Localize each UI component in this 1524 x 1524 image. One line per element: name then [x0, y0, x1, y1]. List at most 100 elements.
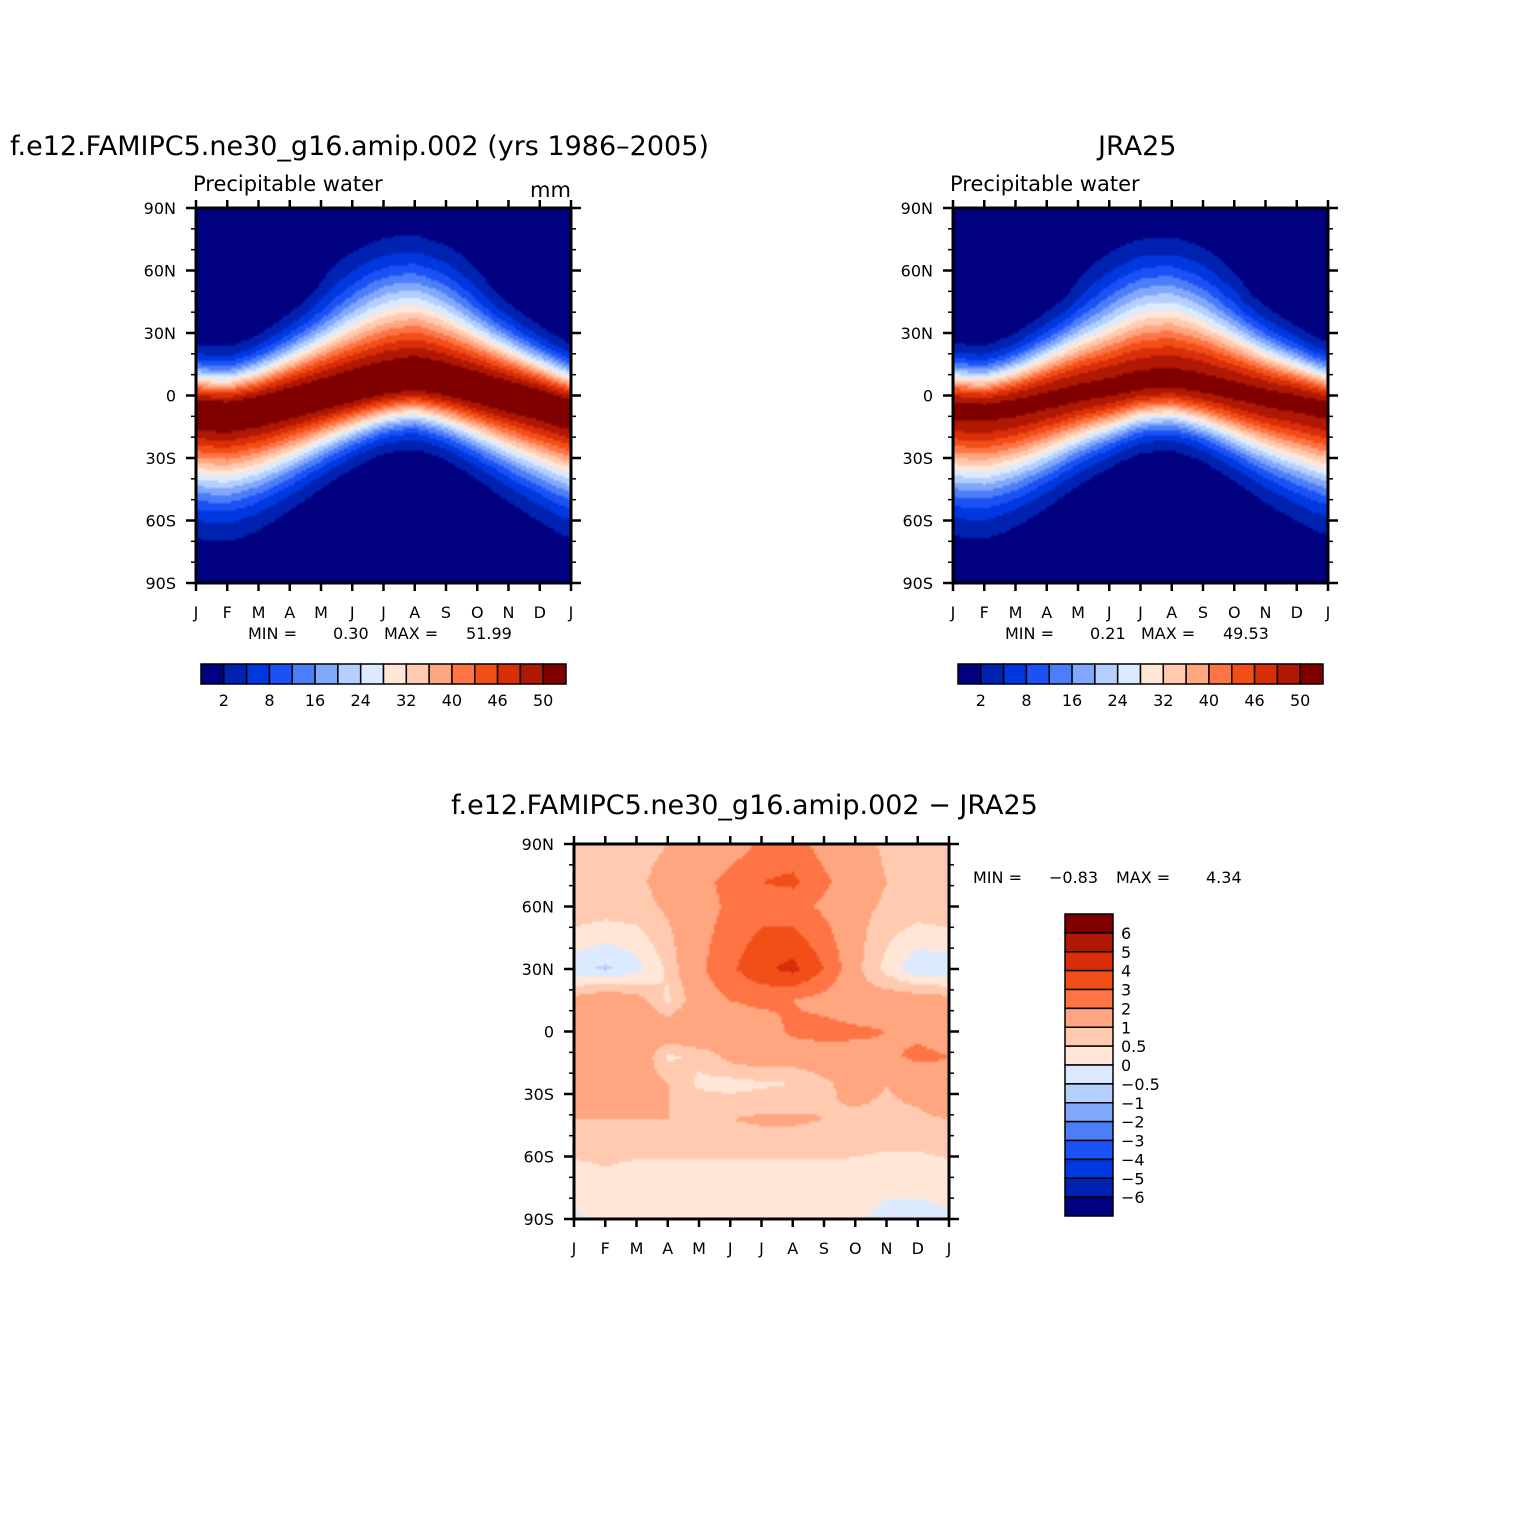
x-tick-label: J: [727, 1239, 733, 1258]
colorbar-box: [359, 663, 385, 685]
colorbar-box: [1064, 932, 1114, 953]
colorbar-label: 50: [1290, 691, 1310, 710]
x-tick-label: N: [1260, 603, 1272, 622]
panel-obs-min-label: MIN =: [1005, 624, 1054, 643]
panel-obs-max-label: MAX =: [1141, 624, 1195, 643]
panel-diff-title: f.e12.FAMIPC5.ne30_g16.amip.002 − JRA25: [451, 790, 1038, 821]
colorbar-label: 6: [1121, 924, 1131, 943]
colorbar-label: −2: [1121, 1113, 1145, 1132]
x-tick-label: D: [534, 603, 546, 622]
panel-model-title: f.e12.FAMIPC5.ne30_g16.amip.002 (yrs 198…: [10, 131, 709, 162]
y-tick-label: 0: [923, 387, 933, 406]
colorbar-box: [1139, 663, 1165, 685]
panel-model-units: mm: [530, 178, 571, 202]
colorbar-label: 16: [305, 691, 325, 710]
x-tick-label: J: [568, 603, 574, 622]
colorbar-box: [1064, 1139, 1114, 1161]
colorbar-box: [314, 663, 339, 685]
colorbar-box: [1064, 969, 1114, 991]
colorbar-box: [1064, 951, 1114, 972]
colorbar-box: [1064, 988, 1114, 1010]
colorbar-box: [1002, 663, 1028, 685]
x-tick-label: M: [252, 603, 266, 622]
colorbar-label: −0.5: [1121, 1075, 1160, 1094]
panel-model-heatmap: [196, 208, 571, 583]
colorbar-label: −4: [1121, 1150, 1145, 1169]
colorbar-label: 46: [1244, 691, 1264, 710]
y-tick-label: 30N: [144, 324, 176, 343]
y-tick-label: 30S: [902, 449, 933, 468]
colorbar-box: [1064, 1102, 1114, 1123]
colorbar-box: [268, 663, 293, 685]
panel-obs-subtitle: Precipitable water: [950, 172, 1140, 196]
field-image: [574, 844, 949, 1219]
colorbar-box: [1253, 663, 1279, 685]
panel-obs-colorbar: 2 8 16 24 32 40 46 50: [957, 663, 1324, 710]
panel-model: f.e12.FAMIPC5.ne30_g16.amip.002 (yrs 198…: [10, 131, 709, 710]
colorbar-box: [1064, 1045, 1114, 1066]
x-tick-label: A: [284, 603, 295, 622]
colorbar-box: [1094, 663, 1119, 685]
colorbar-box: [542, 663, 567, 685]
y-tick-label: 30S: [523, 1085, 554, 1104]
panel-diff-stats: MIN = −0.83 MAX = 4.34: [973, 868, 1242, 887]
colorbar-box: [1185, 663, 1210, 685]
y-tick-label: 60S: [902, 512, 933, 531]
colorbar-box: [291, 663, 316, 685]
x-tick-label: O: [849, 1239, 862, 1258]
panel-model-min-value: 0.30: [333, 624, 369, 643]
y-tick-label: 60N: [144, 262, 176, 281]
x-tick-label: A: [1041, 603, 1052, 622]
panel-obs-title: JRA25: [1096, 131, 1176, 162]
x-tick-label: J: [193, 603, 199, 622]
y-tick-label: 30N: [901, 324, 933, 343]
x-tick-label: J: [758, 1239, 764, 1258]
y-tick-label: 60S: [145, 512, 176, 531]
panel-model-stats: MIN = 0.30 MAX = 51.99: [248, 624, 512, 643]
colorbar-box: [496, 663, 522, 685]
x-tick-label: O: [471, 603, 484, 622]
y-tick-label: 30N: [522, 960, 554, 979]
colorbar-box: [337, 663, 362, 685]
x-tick-label: M: [1009, 603, 1023, 622]
colorbar-label: 24: [351, 691, 371, 710]
colorbar-box: [980, 663, 1005, 685]
colorbar-box: [1064, 913, 1114, 934]
y-tick-label: 90S: [902, 574, 933, 593]
y-tick-label: 90S: [145, 574, 176, 593]
colorbar-box: [200, 663, 225, 685]
y-tick-label: 60S: [523, 1148, 554, 1167]
x-tick-label: A: [662, 1239, 673, 1258]
x-tick-label: M: [692, 1239, 706, 1258]
x-tick-label: J: [1137, 603, 1143, 622]
y-tick-label: 90N: [522, 835, 554, 854]
panel-diff-max-value: 4.34: [1206, 868, 1242, 887]
y-tick-label: 90S: [523, 1210, 554, 1229]
x-tick-label: N: [503, 603, 515, 622]
x-tick-label: M: [314, 603, 328, 622]
colorbar-label: 24: [1108, 691, 1128, 710]
colorbar-box: [1276, 663, 1301, 685]
colorbar-box: [382, 663, 408, 685]
x-tick-label: O: [1228, 603, 1241, 622]
colorbar-box: [1064, 1026, 1114, 1047]
colorbar-label: 3: [1121, 981, 1131, 1000]
colorbar-box: [405, 663, 430, 685]
colorbar-label: 2: [976, 691, 986, 710]
x-tick-label: F: [980, 603, 989, 622]
colorbar-box: [1064, 1064, 1114, 1085]
colorbar-label: −5: [1121, 1169, 1145, 1188]
panel-obs-min-value: 0.21: [1090, 624, 1126, 643]
colorbar-label: 46: [487, 691, 507, 710]
panel-model-min-label: MIN =: [248, 624, 297, 643]
colorbar-label: 40: [1199, 691, 1219, 710]
x-tick-label: J: [571, 1239, 577, 1258]
x-tick-label: S: [441, 603, 451, 622]
colorbar-label: 2: [219, 691, 229, 710]
panel-obs: JRA25 Precipitable water J F M A M J J A S O N D J90…: [901, 131, 1338, 710]
y-tick-label: 90N: [144, 199, 176, 218]
x-tick-label: N: [881, 1239, 893, 1258]
x-tick-label: J: [380, 603, 386, 622]
